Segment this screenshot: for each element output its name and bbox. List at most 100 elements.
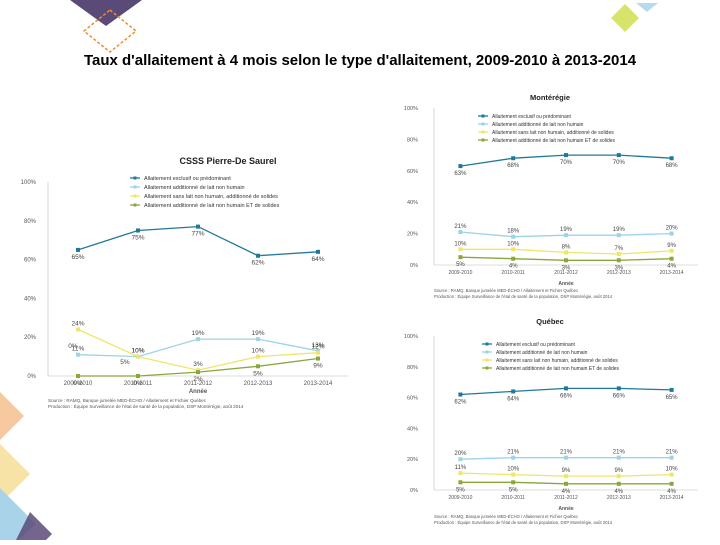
data-point (511, 256, 516, 261)
data-point (669, 156, 674, 161)
legend-label: Allaitement additionné de lait non humai… (496, 350, 588, 356)
data-point (511, 247, 516, 252)
data-label: 3% (193, 361, 203, 368)
data-point (616, 233, 621, 238)
data-point (669, 231, 674, 236)
data-label: 13% (311, 342, 324, 349)
data-label: 10% (507, 467, 520, 473)
data-point (256, 253, 260, 258)
chart-quebec: Québec 100% 80% 60% 40% 20% 0% 2009-2010 2010-20… (398, 314, 710, 536)
legend-marker (485, 350, 489, 354)
legend-marker (481, 138, 485, 142)
legend-marker (481, 122, 485, 126)
data-point (669, 387, 674, 392)
data-point (564, 386, 568, 391)
data-point (669, 481, 674, 486)
data-point (616, 481, 621, 486)
y-tick-label: 40% (407, 200, 418, 206)
data-point (458, 247, 463, 252)
data-label: 21% (454, 224, 467, 230)
x-axis-title: Année (558, 281, 574, 287)
y-tick-label: 40% (407, 426, 418, 432)
data-point (511, 389, 516, 394)
y-tick-label: 20% (24, 335, 37, 341)
data-point (196, 337, 200, 342)
data-label: 8% (562, 244, 571, 250)
legend-label: Allaitement exclusif ou prédominant (496, 342, 576, 348)
data-point (458, 392, 463, 397)
data-label: 10% (507, 241, 520, 247)
data-point (196, 224, 200, 229)
source-note: Production : Équipe Surveillance de l'ét… (434, 520, 613, 525)
legend-marker (133, 194, 137, 198)
data-label: 3% (614, 265, 623, 271)
data-point (316, 249, 320, 254)
chart-monteregie: Montérégie 100% 80% 60% 40% 20% 0% 2009-2010 201… (398, 90, 710, 308)
legend-marker (133, 176, 137, 180)
legend-marker (485, 358, 489, 362)
data-point (616, 455, 621, 460)
y-tick-label: 40% (24, 296, 37, 302)
page-title: Taux d'allaitement à 4 mois selon le typ… (83, 52, 637, 69)
data-point (76, 352, 80, 357)
x-tick-label: 2011-2012 (554, 495, 578, 501)
data-point (76, 374, 80, 378)
data-label: 10% (131, 348, 144, 355)
data-label: 21% (613, 450, 626, 456)
data-label: 0% (73, 380, 83, 387)
data-label: 65% (666, 395, 679, 401)
x-tick-label: 2012-2013 (607, 270, 631, 276)
x-tick-label: 2013-2014 (304, 381, 333, 387)
y-tick-label: 0% (27, 374, 36, 380)
data-point (458, 164, 463, 169)
data-point (669, 248, 674, 253)
data-point (76, 327, 80, 332)
x-tick-label: 2011-2012 (554, 270, 578, 276)
data-label: 12% (311, 344, 324, 351)
data-point (616, 386, 621, 391)
y-tick-label: 60% (24, 258, 37, 264)
data-point (564, 455, 568, 460)
data-point (564, 474, 568, 479)
x-tick-label: 2009-2010 (448, 495, 472, 501)
source-note: Production : Équipe Surveillance de l'ét… (48, 403, 244, 409)
data-label: 2% (193, 376, 203, 383)
data-point (458, 480, 463, 485)
x-tick-label: 2013-2014 (660, 495, 684, 501)
data-label: 75% (131, 235, 144, 242)
data-label: 18% (507, 229, 520, 235)
data-label: 64% (507, 396, 520, 402)
data-label: 68% (666, 163, 679, 169)
data-label: 0% (68, 343, 78, 350)
data-label: 9% (562, 468, 571, 474)
data-point (511, 480, 516, 485)
source-note: Source : RAMQ, Banque jumelée MED-ÉCHO /… (434, 514, 578, 519)
data-label: 5% (456, 487, 465, 493)
legend-marker (133, 203, 137, 207)
source-note: Production : Équipe Surveillance de l'ét… (434, 294, 613, 299)
data-label: 5% (120, 359, 130, 366)
data-label: 7% (614, 246, 623, 252)
data-point (136, 374, 140, 378)
chart-title: Montérégie (530, 93, 570, 102)
data-label: 3% (562, 265, 571, 271)
legend-marker (485, 366, 489, 370)
legend-label: Allaitement additionné de lait non humai… (144, 185, 245, 191)
y-tick-label: 100% (404, 106, 418, 112)
data-point (76, 247, 80, 252)
y-tick-label: 100% (21, 180, 37, 186)
data-point (564, 233, 568, 238)
data-label: 10% (251, 348, 264, 355)
data-label: 66% (613, 393, 626, 399)
data-point (316, 350, 320, 355)
data-label: 20% (454, 451, 467, 457)
data-point (196, 370, 200, 375)
data-point (616, 258, 621, 263)
legend-label: Allaitement additionné de lait non humai… (144, 203, 280, 209)
data-label: 65% (71, 254, 84, 261)
data-label: 77% (191, 231, 204, 238)
x-tick-label: 2012-2013 (244, 381, 273, 387)
chart-csss-pierre-de-saurel: CSSS Pierre-De Saurel 100% 80% 60% 40% 20% 0% 2… (18, 150, 366, 418)
data-label: 70% (560, 160, 573, 166)
data-label: 5% (509, 487, 518, 493)
